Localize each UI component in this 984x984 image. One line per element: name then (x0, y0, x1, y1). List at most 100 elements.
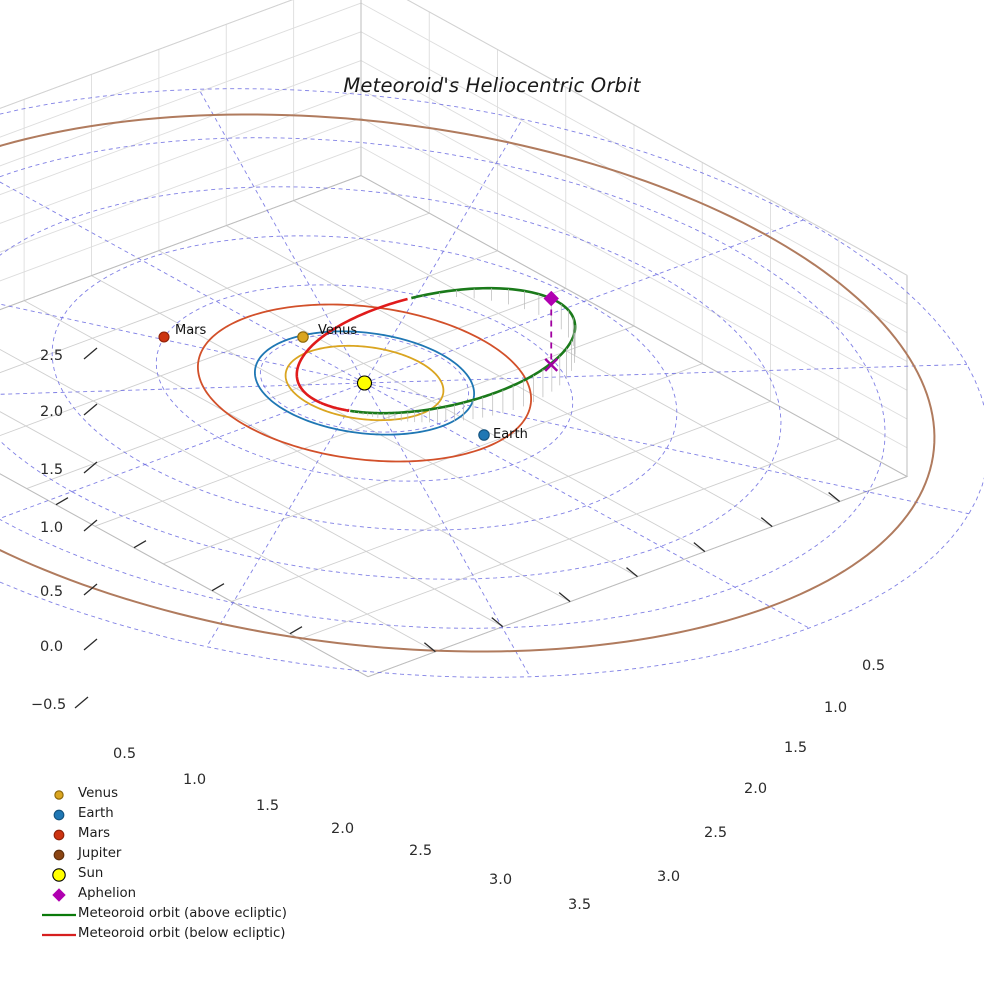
legend-label: Meteoroid orbit (above ecliptic) (78, 906, 287, 921)
x-tickmark (693, 542, 706, 553)
x-tickmark (423, 642, 436, 653)
y-tick-label: 1.5 (784, 740, 808, 756)
polar-ring (0, 88, 984, 678)
legend-label: Jupiter (78, 846, 122, 861)
wall-gridline (0, 60, 362, 196)
aphelion-floor-x-marker (544, 358, 559, 372)
legend-marker-circle (53, 829, 65, 841)
orbit-jupiter (0, 113, 936, 653)
x-tick-label: 2.5 (409, 843, 433, 859)
floor-gridline (163, 363, 703, 565)
legend-marker-circle (54, 790, 64, 800)
polar-spoke (198, 89, 365, 384)
x-tick-label: 1.0 (183, 772, 207, 788)
y-tickmark (289, 626, 303, 635)
z-tickmark (83, 461, 98, 474)
wall-gridline (360, 88, 908, 391)
y-tick-label: 1.0 (824, 700, 848, 716)
polar-spoke (364, 382, 970, 515)
z-tickmark (83, 638, 98, 651)
z-tickmark (83, 583, 98, 596)
wall-gridline (360, 2, 908, 305)
x-tickmark (558, 592, 571, 603)
marker-sun (356, 375, 373, 391)
marker-venus (297, 331, 309, 343)
legend-marker-line (42, 913, 76, 917)
wall-gridline (0, 31, 362, 167)
x-tick-label: 2.0 (331, 821, 355, 837)
legend-label: Sun (78, 866, 104, 881)
z-tick-label: 0.0 (40, 639, 64, 655)
orbit-earth (253, 330, 476, 436)
z-tick-label: −0.5 (31, 697, 67, 713)
y-tick-label: 2.5 (704, 825, 728, 841)
floor-gridline (26, 287, 566, 490)
meteoroid-below (320, 401, 350, 413)
legend-marker-circle (53, 809, 65, 821)
marker-earth (478, 429, 490, 441)
x-tick-label: 0.5 (113, 746, 137, 762)
y-tick-label: 3.0 (657, 869, 681, 885)
wall-gridline (0, 175, 362, 311)
z-tickmark (74, 696, 89, 709)
polar-spoke (364, 382, 531, 677)
polar-spoke (0, 382, 365, 395)
legend-label: Meteoroid orbit (below ecliptic) (78, 926, 286, 941)
legend-marker-circle (52, 868, 66, 882)
floor-gridline (299, 438, 839, 640)
y-tickmark (55, 497, 69, 506)
wall-gridline (360, 31, 908, 334)
legend-marker-diamond (52, 888, 66, 902)
wall-gridline (360, 60, 908, 362)
wall-gridline (0, 117, 362, 253)
z-tick-label: 0.5 (40, 584, 64, 600)
page-title: Meteoroid's Heliocentric Orbit (343, 74, 641, 97)
y-tickmark (211, 583, 225, 592)
polar-spoke (364, 219, 804, 384)
orbit-venus (284, 344, 445, 422)
wall-gridline (0, 146, 362, 282)
floor-gridline (94, 325, 635, 527)
legend-marker-line (42, 933, 76, 937)
wall-gridline (0, 88, 362, 224)
floor-gridline (0, 175, 362, 311)
polar-ring (0, 186, 782, 580)
x-tickmark (760, 517, 773, 528)
axis-box-floor (0, 175, 909, 678)
polar-spoke (0, 303, 365, 384)
meteoroid-below (295, 297, 408, 405)
legend-label: Earth (78, 806, 114, 821)
y-tick-label: 0.5 (862, 658, 886, 674)
floor-gridline (231, 400, 771, 602)
legend-label: Aphelion (78, 886, 137, 901)
x-tickmark (828, 492, 841, 503)
z-tick-label: 1.5 (40, 462, 64, 478)
floor-gridline (0, 212, 430, 374)
legend-label: Venus (78, 786, 119, 801)
polar-spoke (364, 363, 967, 384)
polar-spoke (0, 382, 365, 519)
z-tick-label: 2.0 (40, 404, 64, 420)
z-tick-label: 2.5 (40, 348, 64, 364)
aphelion-marker (543, 290, 559, 307)
orbit-mars (197, 303, 532, 463)
y-tick-label: 2.0 (744, 781, 768, 797)
x-tickmark (626, 567, 638, 578)
legend-label: Mars (78, 826, 111, 841)
y-tickmark (133, 540, 147, 549)
point-label-earth: Earth (493, 427, 528, 442)
axis-box-top (0, 0, 294, 109)
marker-mars (158, 331, 170, 343)
polar-spoke (0, 181, 365, 384)
z-tickmark (83, 519, 98, 532)
point-label-mars: Mars (175, 323, 207, 338)
polar-spoke (206, 382, 365, 647)
wall-gridline (0, 2, 362, 138)
x-tick-label: 3.0 (489, 872, 513, 888)
z-tickmark (83, 347, 98, 360)
z-tickmark (83, 403, 98, 416)
z-tick-label: 1.0 (40, 520, 64, 536)
point-label-venus: Venus (318, 323, 358, 338)
polar-spoke (364, 382, 810, 629)
